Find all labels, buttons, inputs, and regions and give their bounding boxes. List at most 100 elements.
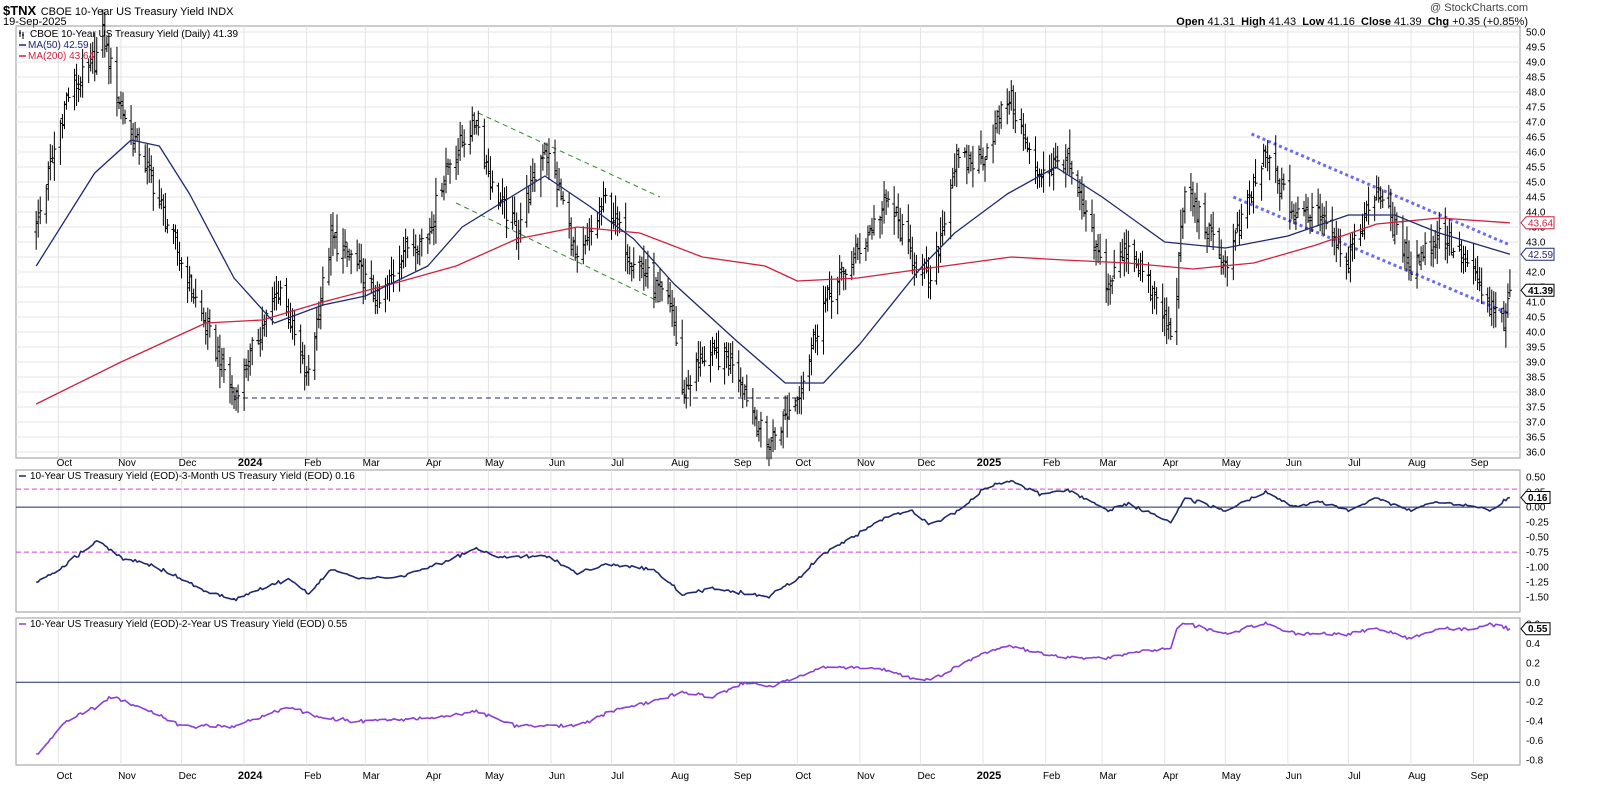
price-bar (1451, 247, 1456, 259)
price-bar (1233, 229, 1238, 251)
x-tick-label-1-17: Mar (1099, 458, 1117, 469)
x-tick-label-2-4: Feb (304, 771, 322, 782)
x-tick-label-1-22: Aug (1408, 458, 1426, 469)
price-bar (823, 286, 828, 313)
price-bar (193, 278, 198, 308)
price-bar (355, 239, 360, 272)
value-tag-box (1520, 216, 1555, 230)
price-bar (1251, 173, 1256, 214)
trend-annotations (234, 112, 1511, 399)
price-bar (1013, 92, 1018, 134)
price-bar (1122, 232, 1127, 277)
x-tick-label-2-3: 2024 (238, 770, 263, 782)
x-tick-label-1-11: Sep (734, 458, 752, 469)
y-tick-label-price-18: 45.0 (1526, 178, 1546, 189)
price-bar (173, 224, 178, 250)
price-bar (94, 37, 99, 75)
x-tick-label-1-18: Apr (1163, 458, 1179, 469)
price-bar (1176, 251, 1181, 309)
price-bar (78, 76, 83, 98)
spread-2y-line (36, 621, 1511, 755)
price-bar (52, 131, 57, 181)
price-bar (272, 281, 277, 311)
price-bar (34, 210, 39, 250)
price-bar (332, 232, 337, 249)
price-bar (123, 109, 128, 124)
y-tick-label-price-28: 50.0 (1526, 28, 1546, 39)
price-bar (1063, 144, 1068, 188)
price-bar (1419, 246, 1424, 271)
price-bar (1104, 238, 1109, 303)
price-bar (1207, 222, 1212, 247)
price-bar (849, 251, 854, 281)
price-bar (962, 147, 967, 158)
price-bar (1475, 255, 1480, 291)
price-bar (567, 193, 572, 239)
price-bar (613, 195, 618, 235)
price-bar (851, 247, 856, 276)
x-tick-label-2-19: May (1222, 771, 1241, 782)
price-bar (1380, 189, 1385, 208)
price-bar (1316, 188, 1321, 226)
price-bar (948, 179, 953, 240)
value-tag-2: 41.39 (1520, 283, 1555, 297)
y-tick-label-price-24: 48.0 (1526, 88, 1546, 99)
high-value: 41.43 (1268, 16, 1297, 28)
price-bar (1322, 206, 1327, 236)
price-bar (553, 139, 558, 179)
price-bar (1400, 215, 1405, 263)
price-bar (702, 346, 707, 367)
price-bars (34, 9, 1512, 467)
price-bar (758, 411, 763, 448)
price-bar (569, 217, 574, 256)
price-bar (871, 205, 876, 236)
price-bar (36, 199, 41, 238)
channel-line-1 (455, 202, 661, 303)
price-bar (1277, 178, 1282, 211)
x-tick-label-2-21: Jul (1348, 771, 1361, 782)
spread-3m-value-tag: 0.16 (1520, 491, 1551, 504)
price-bar (1098, 233, 1103, 265)
price-bar (1092, 213, 1097, 260)
x-tick-label-2-17: Mar (1099, 771, 1117, 782)
y-tick-label-price-0: 36.0 (1526, 448, 1546, 459)
price-bar (781, 410, 786, 449)
price-bar (1041, 151, 1046, 193)
price-bar (1408, 251, 1413, 282)
x-tick-label-2-10: Aug (671, 771, 689, 782)
price-bar (399, 254, 404, 280)
price-bar (1197, 200, 1202, 240)
price-bar (1146, 262, 1151, 293)
y-tick-label-price-16: 44.0 (1526, 208, 1546, 219)
price-bar (312, 332, 317, 380)
price-bar (1166, 306, 1171, 340)
value-tag-label: 41.39 (1528, 286, 1553, 297)
price-bar (415, 245, 420, 265)
spread-2y-y-tick-label-2: 0.2 (1526, 658, 1540, 669)
price-bar (1295, 196, 1300, 218)
price-bar (966, 145, 971, 174)
price-bar (857, 233, 862, 264)
price-bar (403, 228, 408, 267)
price-bar (221, 347, 226, 383)
price-bar (165, 218, 170, 234)
spread-3m-y-tick-label-0: 0.50 (1526, 473, 1546, 484)
x-tick-label-2-8: Jun (549, 771, 565, 782)
price-bar (627, 246, 632, 275)
price-bar (783, 395, 788, 420)
price-bar (1140, 250, 1145, 283)
y-tick-label-price-6: 39.0 (1526, 358, 1546, 369)
price-bar (227, 356, 232, 404)
price-bar (286, 298, 291, 329)
price-bar (886, 191, 891, 208)
price-bar (1096, 234, 1101, 264)
price-bar (330, 212, 335, 257)
x-tick-label-2-20: Jun (1286, 771, 1302, 782)
price-bar (1217, 227, 1222, 259)
y-tick-label-price-10: 41.0 (1526, 298, 1546, 309)
x-tick-label-1-3: 2024 (238, 457, 263, 469)
price-bar (1053, 142, 1058, 169)
ma50-line (35, 139, 1511, 384)
price-bar (1261, 143, 1266, 167)
price-bar (120, 92, 125, 125)
